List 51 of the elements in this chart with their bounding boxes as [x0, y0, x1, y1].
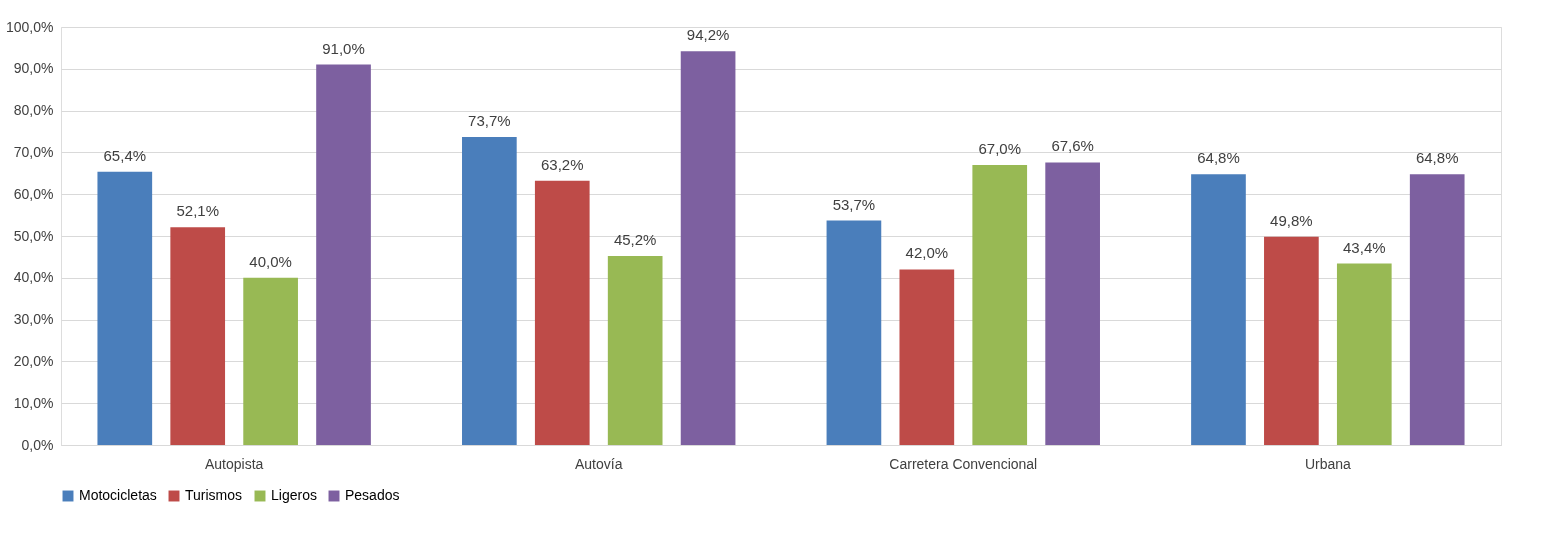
bar	[972, 164, 1028, 445]
data-label: 64,8%	[1415, 149, 1459, 167]
bar	[170, 227, 226, 445]
bar	[1336, 263, 1392, 445]
y-tick-label: 10,0%	[13, 394, 54, 411]
data-label: 49,8%	[1270, 211, 1313, 229]
data-label: 64,8%	[1197, 149, 1240, 167]
y-tick-label: 80,0%	[13, 102, 54, 119]
bar	[316, 64, 371, 445]
bar	[1045, 162, 1100, 445]
data-label: 40,0%	[249, 252, 292, 270]
y-tick-label: 60,0%	[13, 185, 54, 202]
y-tick-label: 100,0%	[6, 18, 54, 35]
legend-label: Motocicletas	[79, 487, 157, 503]
y-tick-label: 50,0%	[13, 227, 54, 244]
y-tick-label: 0,0%	[21, 436, 54, 453]
bar	[826, 220, 882, 445]
y-tick-label: 40,0%	[13, 269, 54, 286]
bar	[899, 269, 955, 445]
data-label: 91,0%	[322, 39, 365, 57]
legend-label: Turismos	[185, 487, 243, 503]
y-tick-label: 20,0%	[13, 352, 54, 369]
legend-label: Ligeros	[271, 487, 317, 503]
x-tick-label: Autopista	[204, 455, 264, 472]
data-label: 67,0%	[978, 139, 1022, 157]
y-tick-label: 70,0%	[13, 143, 54, 160]
bar	[462, 136, 517, 445]
x-tick-label: Autovía	[574, 455, 623, 472]
data-label: 45,2%	[613, 231, 657, 249]
bar	[97, 171, 153, 445]
data-label: 43,4%	[1343, 238, 1386, 256]
bar	[1264, 236, 1319, 445]
data-label: 67,6%	[1051, 137, 1094, 155]
bar	[534, 180, 590, 445]
x-tick-label: Urbana	[1304, 455, 1352, 472]
x-tick-label: Carretera Convencional	[889, 455, 1038, 472]
data-label: 52,1%	[176, 202, 219, 220]
bar	[1191, 174, 1246, 445]
bar	[243, 277, 298, 445]
bar	[680, 51, 736, 445]
bar	[1409, 174, 1465, 445]
data-label: 65,4%	[103, 146, 147, 164]
data-label: 42,0%	[905, 244, 949, 262]
y-tick-label: 30,0%	[13, 311, 54, 328]
y-tick-label: 90,0%	[13, 60, 54, 77]
data-label: 63,2%	[540, 155, 584, 173]
data-label: 53,7%	[832, 195, 876, 213]
data-label: 73,7%	[468, 111, 511, 129]
data-label: 94,2%	[686, 26, 730, 44]
bar	[607, 256, 663, 445]
legend-label: Pesados	[345, 487, 400, 503]
